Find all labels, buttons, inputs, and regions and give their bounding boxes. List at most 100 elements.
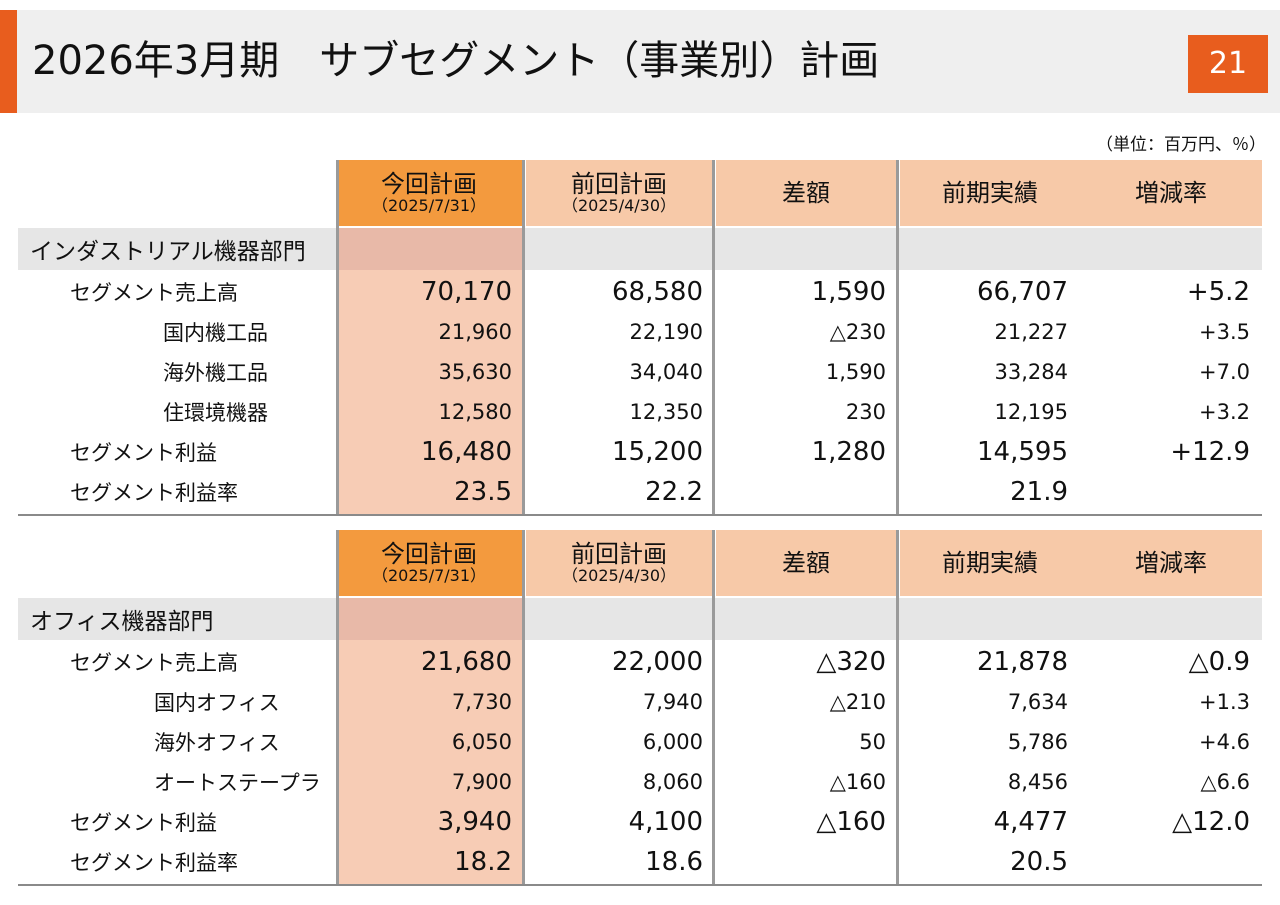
cell-rate: +3.2 <box>1199 400 1250 424</box>
column-divider <box>522 530 525 884</box>
column-divider <box>896 160 899 514</box>
table-row: 国内オフィス 7,730 7,940 △210 7,634 +1.3 <box>18 682 1262 722</box>
column-divider <box>712 530 715 884</box>
cell-prior: 7,634 <box>1007 690 1068 714</box>
column-divider <box>336 530 339 884</box>
cell-current: 23.5 <box>454 477 512 507</box>
current-plan-label: 今回計画 <box>381 540 477 568</box>
section-title-row: インダストリアル機器部門 <box>18 228 1262 270</box>
cell-diff: 50 <box>859 730 886 754</box>
page-number-badge: 21 <box>1188 35 1268 93</box>
table-row: 海外機工品 35,630 34,040 1,590 33,284 +7.0 <box>18 352 1262 392</box>
cell-diff: △210 <box>829 690 886 714</box>
unit-note: （単位：百万円、％） <box>1096 135 1266 155</box>
cell-previous: 7,940 <box>642 690 703 714</box>
row-label: セグメント利益 <box>70 441 217 465</box>
cell-previous: 18.6 <box>645 847 703 877</box>
difference-label: 差額 <box>782 549 830 577</box>
col-header-difference: 差額 <box>716 160 896 226</box>
row-label: 海外オフィス <box>154 731 280 755</box>
difference-label: 差額 <box>782 179 830 207</box>
cell-previous: 68,580 <box>612 277 703 307</box>
cell-rate: +7.0 <box>1199 360 1250 384</box>
cell-diff: △160 <box>816 807 886 837</box>
row-label: セグメント利益 <box>70 811 217 835</box>
col-header-previous-plan: 前回計画 （2025/4/30） <box>526 530 712 596</box>
cell-diff: 1,590 <box>825 360 886 384</box>
cell-previous: 22,190 <box>629 320 703 344</box>
table-bottom-rule <box>18 884 1262 886</box>
row-label: 国内機工品 <box>163 321 268 345</box>
column-divider <box>712 160 715 514</box>
cell-previous: 4,100 <box>628 807 703 837</box>
table-row: 海外オフィス 6,050 6,000 50 5,786 +4.6 <box>18 722 1262 762</box>
cell-current: 6,050 <box>451 730 512 754</box>
section-title-row: オフィス機器部門 <box>18 598 1262 640</box>
cell-rate: △6.6 <box>1200 770 1250 794</box>
table-bottom-rule <box>18 514 1262 516</box>
prior-actual-label: 前期実績 <box>942 179 1038 207</box>
cell-previous: 34,040 <box>629 360 703 384</box>
cell-diff: △230 <box>829 320 886 344</box>
table-header-row: 今回計画 （2025/7/31） 前回計画 （2025/4/30） 差額 前期実績 増減率 <box>18 160 1262 226</box>
table-row: セグメント売上高 21,680 22,000 △320 21,878 △0.9 <box>18 642 1262 682</box>
cell-rate: +5.2 <box>1186 277 1250 307</box>
cell-rate: +3.5 <box>1199 320 1250 344</box>
table-row: 国内機工品 21,960 22,190 △230 21,227 +3.5 <box>18 312 1262 352</box>
cell-prior: 21.9 <box>1010 477 1068 507</box>
cell-diff: 1,590 <box>811 277 886 307</box>
cell-previous: 22.2 <box>645 477 703 507</box>
cell-prior: 66,707 <box>977 277 1068 307</box>
previous-plan-label: 前回計画 <box>571 540 667 568</box>
section-title: オフィス機器部門 <box>30 609 214 635</box>
page-title: 2026年3月期 サブセグメント（事業別）計画 <box>32 38 880 84</box>
table-row: オートステープラ 7,900 8,060 △160 8,456 △6.6 <box>18 762 1262 802</box>
previous-plan-label: 前回計画 <box>571 170 667 198</box>
col-header-current-plan: 今回計画 （2025/7/31） <box>336 530 522 596</box>
current-plan-date: （2025/7/31） <box>371 196 487 215</box>
table-row: セグメント利益 16,480 15,200 1,280 14,595 +12.9 <box>18 432 1262 472</box>
cell-prior: 12,195 <box>994 400 1068 424</box>
cell-prior: 21,227 <box>994 320 1068 344</box>
cell-prior: 21,878 <box>977 647 1068 677</box>
current-plan-date: （2025/7/31） <box>371 566 487 585</box>
cell-prior: 33,284 <box>994 360 1068 384</box>
cell-diff: 230 <box>845 400 886 424</box>
column-divider <box>336 160 339 514</box>
current-plan-column-fill <box>336 270 522 514</box>
change-rate-label: 増減率 <box>1135 549 1207 577</box>
section-title: インダストリアル機器部門 <box>30 239 306 265</box>
cell-current: 21,960 <box>438 320 512 344</box>
cell-diff: △160 <box>829 770 886 794</box>
column-divider <box>522 160 525 514</box>
slide-header: 2026年3月期 サブセグメント（事業別）計画 21 <box>0 10 1280 113</box>
cell-prior: 20.5 <box>1010 847 1068 877</box>
cell-current: 70,170 <box>421 277 512 307</box>
table-row: セグメント利益 3,940 4,100 △160 4,477 △12.0 <box>18 802 1262 842</box>
row-label: 国内オフィス <box>154 691 280 715</box>
cell-diff: △320 <box>816 647 886 677</box>
cell-current: 3,940 <box>437 807 512 837</box>
col-header-current-plan: 今回計画 （2025/7/31） <box>336 160 522 226</box>
prior-actual-label: 前期実績 <box>942 549 1038 577</box>
row-label: オートステープラ <box>154 771 321 795</box>
cell-previous: 12,350 <box>629 400 703 424</box>
cell-previous: 6,000 <box>642 730 703 754</box>
cell-diff: 1,280 <box>811 437 886 467</box>
col-header-prior-block: 前期実績 増減率 <box>900 160 1262 226</box>
col-header-difference: 差額 <box>716 530 896 596</box>
previous-plan-date: （2025/4/30） <box>561 566 677 585</box>
current-plan-label: 今回計画 <box>381 170 477 198</box>
table-row: セグメント利益率 18.2 18.6 20.5 <box>18 842 1262 882</box>
header-accent-bar <box>0 10 17 113</box>
cell-rate: +4.6 <box>1199 730 1250 754</box>
cell-current: 21,680 <box>421 647 512 677</box>
column-divider <box>896 530 899 884</box>
cell-previous: 8,060 <box>642 770 703 794</box>
col-header-previous-plan: 前回計画 （2025/4/30） <box>526 160 712 226</box>
table-row: 住環境機器 12,580 12,350 230 12,195 +3.2 <box>18 392 1262 432</box>
cell-prior: 4,477 <box>993 807 1068 837</box>
cell-prior: 5,786 <box>1007 730 1068 754</box>
cell-previous: 15,200 <box>612 437 703 467</box>
cell-current: 35,630 <box>438 360 512 384</box>
